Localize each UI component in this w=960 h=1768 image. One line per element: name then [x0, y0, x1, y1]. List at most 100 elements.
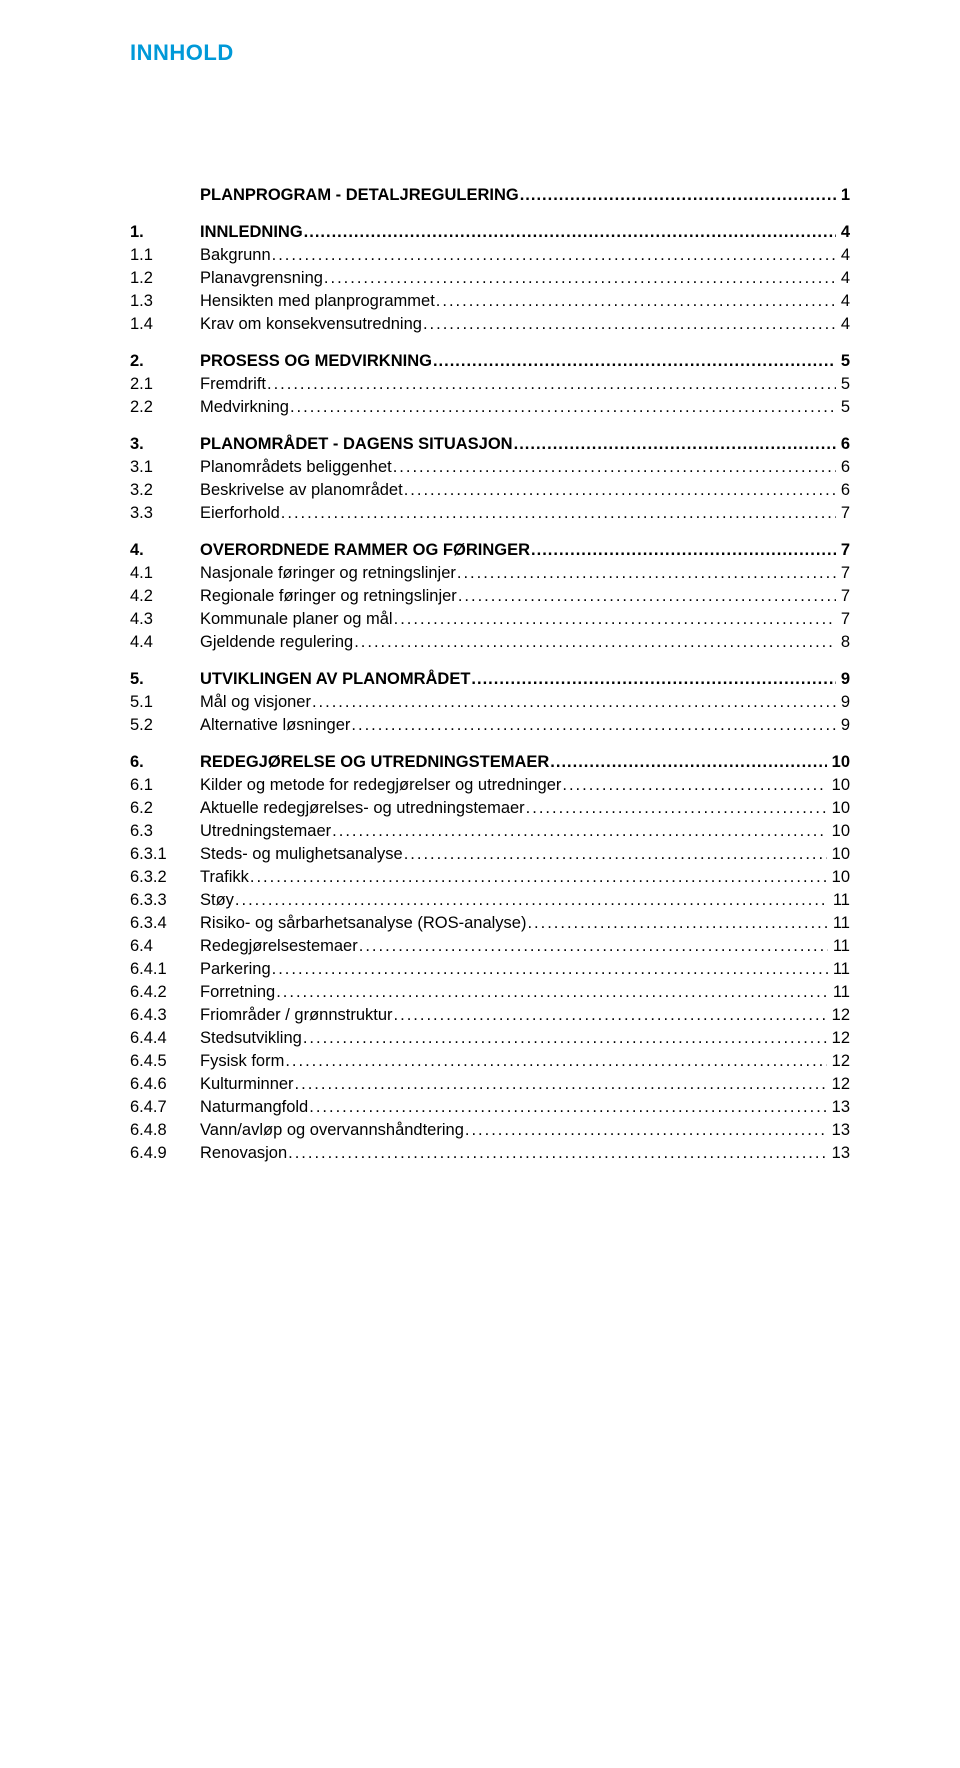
toc-page: 10: [830, 868, 850, 887]
toc-leader: [288, 1144, 827, 1163]
toc-entry: 6.4.1Parkering 11: [130, 960, 850, 979]
toc-entry: 6.3.4Risiko- og sårbarhetsanalyse (ROS-a…: [130, 914, 850, 933]
toc-entry: 4.1Nasjonale føringer og retningslinjer7: [130, 564, 850, 583]
toc-leader: [527, 914, 827, 933]
toc-title: Risiko- og sårbarhetsanalyse (ROS-analys…: [200, 914, 526, 933]
toc-title: Kilder og metode for redegjørelser og ut…: [200, 776, 561, 795]
toc-title: Naturmangfold: [200, 1098, 308, 1117]
toc-entry: 3.PLANOMRÅDET - DAGENS SITUASJON6: [130, 435, 850, 454]
toc-page: 4: [839, 315, 850, 334]
toc-page: 5: [839, 375, 850, 394]
toc-page: 12: [830, 1075, 850, 1094]
toc-page: 6: [839, 435, 850, 454]
toc-title: Støy: [200, 891, 234, 910]
toc-leader: [303, 1029, 827, 1048]
toc-leader: [285, 1052, 826, 1071]
toc-leader: [562, 776, 826, 795]
toc-title: REDEGJØRELSE OG UTREDNINGSTEMAER: [200, 753, 549, 772]
toc-entry: 1.INNLEDNING4: [130, 223, 850, 242]
toc-leader: [471, 670, 835, 689]
toc-entry: 6.4.9Renovasjon13: [130, 1144, 850, 1163]
toc-page: 6: [839, 481, 850, 500]
toc-leader: [394, 610, 836, 629]
toc-page: 11: [831, 914, 850, 933]
toc-page: 7: [839, 504, 850, 523]
toc-page: 11: [831, 960, 850, 979]
toc-leader: [312, 693, 836, 712]
toc-leader: [393, 458, 836, 477]
toc-number: 6.3.2: [130, 868, 200, 887]
toc-entry: 6.4.2Forretning11: [130, 983, 850, 1002]
toc-entry: 4.2Regionale føringer og retningslinjer7: [130, 587, 850, 606]
toc-leader: [272, 960, 828, 979]
toc-entry: 4.OVERORDNEDE RAMMER OG FØRINGER7: [130, 541, 850, 560]
toc-number: 1.3: [130, 292, 200, 311]
toc-page: 11: [831, 983, 850, 1002]
toc-leader: [526, 799, 827, 818]
toc-leader: [465, 1121, 827, 1140]
toc-title: Regionale føringer og retningslinjer: [200, 587, 457, 606]
toc-title: PLANOMRÅDET - DAGENS SITUASJON: [200, 435, 513, 454]
toc-entry: 2.1Fremdrift5: [130, 375, 850, 394]
toc-number: 6.4.4: [130, 1029, 200, 1048]
toc-leader: [520, 186, 836, 205]
toc-title: Aktuelle redegjørelses- og utredningstem…: [200, 799, 525, 818]
toc-leader: [281, 504, 836, 523]
toc-title: OVERORDNEDE RAMMER OG FØRINGER: [200, 541, 530, 560]
toc-number: 1.2: [130, 269, 200, 288]
toc-title: Bakgrunn: [200, 246, 271, 265]
toc-number: 6.2: [130, 799, 200, 818]
table-of-contents: PLANPROGRAM - DETALJREGULERING1 1.INNLEDN…: [130, 186, 850, 1163]
toc-title: Redegjørelsestemaer: [200, 937, 358, 956]
toc-entry: 6.4.5Fysisk form12: [130, 1052, 850, 1071]
toc-number: 6.3: [130, 822, 200, 841]
toc-leader: [404, 845, 827, 864]
toc-number: 4.: [130, 541, 200, 560]
toc-number: 1.4: [130, 315, 200, 334]
toc-title: Steds- og mulighetsanalyse: [200, 845, 403, 864]
toc-title: Forretning: [200, 983, 275, 1002]
toc-number: 6.4.5: [130, 1052, 200, 1071]
toc-title: Planområdets beliggenhet: [200, 458, 392, 477]
toc-leader: [423, 315, 836, 334]
toc-number: 6.3.4: [130, 914, 200, 933]
toc-title: Trafikk: [200, 868, 249, 887]
toc-entry: 6.1Kilder og metode for redegjørelser og…: [130, 776, 850, 795]
toc-page: 5: [839, 398, 850, 417]
toc-number: 5.: [130, 670, 200, 689]
toc-number: 6.4.1: [130, 960, 200, 979]
toc-entry: 6.3.1Steds- og mulighetsanalyse10: [130, 845, 850, 864]
toc-title: PLANPROGRAM - DETALJREGULERING: [200, 186, 519, 205]
toc-number: 4.2: [130, 587, 200, 606]
toc-title: Kulturminner: [200, 1075, 294, 1094]
toc-number: 3.1: [130, 458, 200, 477]
page-title: INNHOLD: [130, 40, 850, 66]
toc-entry: 5.1Mål og visjoner9: [130, 693, 850, 712]
toc-number: 6.4.7: [130, 1098, 200, 1117]
toc-number: 6.3.1: [130, 845, 200, 864]
toc-number: 6.4.6: [130, 1075, 200, 1094]
toc-title: Fysisk form: [200, 1052, 284, 1071]
toc-page: 6: [839, 458, 850, 477]
toc-title: Utredningstemaer: [200, 822, 331, 841]
toc-leader: [531, 541, 836, 560]
toc-title: UTVIKLINGEN AV PLANOMRÅDET: [200, 670, 470, 689]
toc-leader: [394, 1006, 827, 1025]
toc-leader: [324, 269, 836, 288]
toc-number: 4.3: [130, 610, 200, 629]
toc-entry: 4.4Gjeldende regulering8: [130, 633, 850, 652]
toc-title: Fremdrift: [200, 375, 266, 394]
toc-page: 9: [839, 716, 850, 735]
toc-leader: [458, 587, 836, 606]
toc-entry: PLANPROGRAM - DETALJREGULERING1: [130, 186, 850, 205]
toc-title: Alternative løsninger: [200, 716, 350, 735]
toc-entry: 6.4.8Vann/avløp og overvannshåndtering13: [130, 1121, 850, 1140]
toc-title: Beskrivelse av planområdet: [200, 481, 403, 500]
toc-number: 4.1: [130, 564, 200, 583]
toc-leader: [354, 633, 836, 652]
toc-title: Parkering: [200, 960, 271, 979]
toc-number: 5.2: [130, 716, 200, 735]
toc-page: 4: [839, 223, 850, 242]
toc-number: 6.3.3: [130, 891, 200, 910]
toc-page: 10: [830, 753, 850, 772]
